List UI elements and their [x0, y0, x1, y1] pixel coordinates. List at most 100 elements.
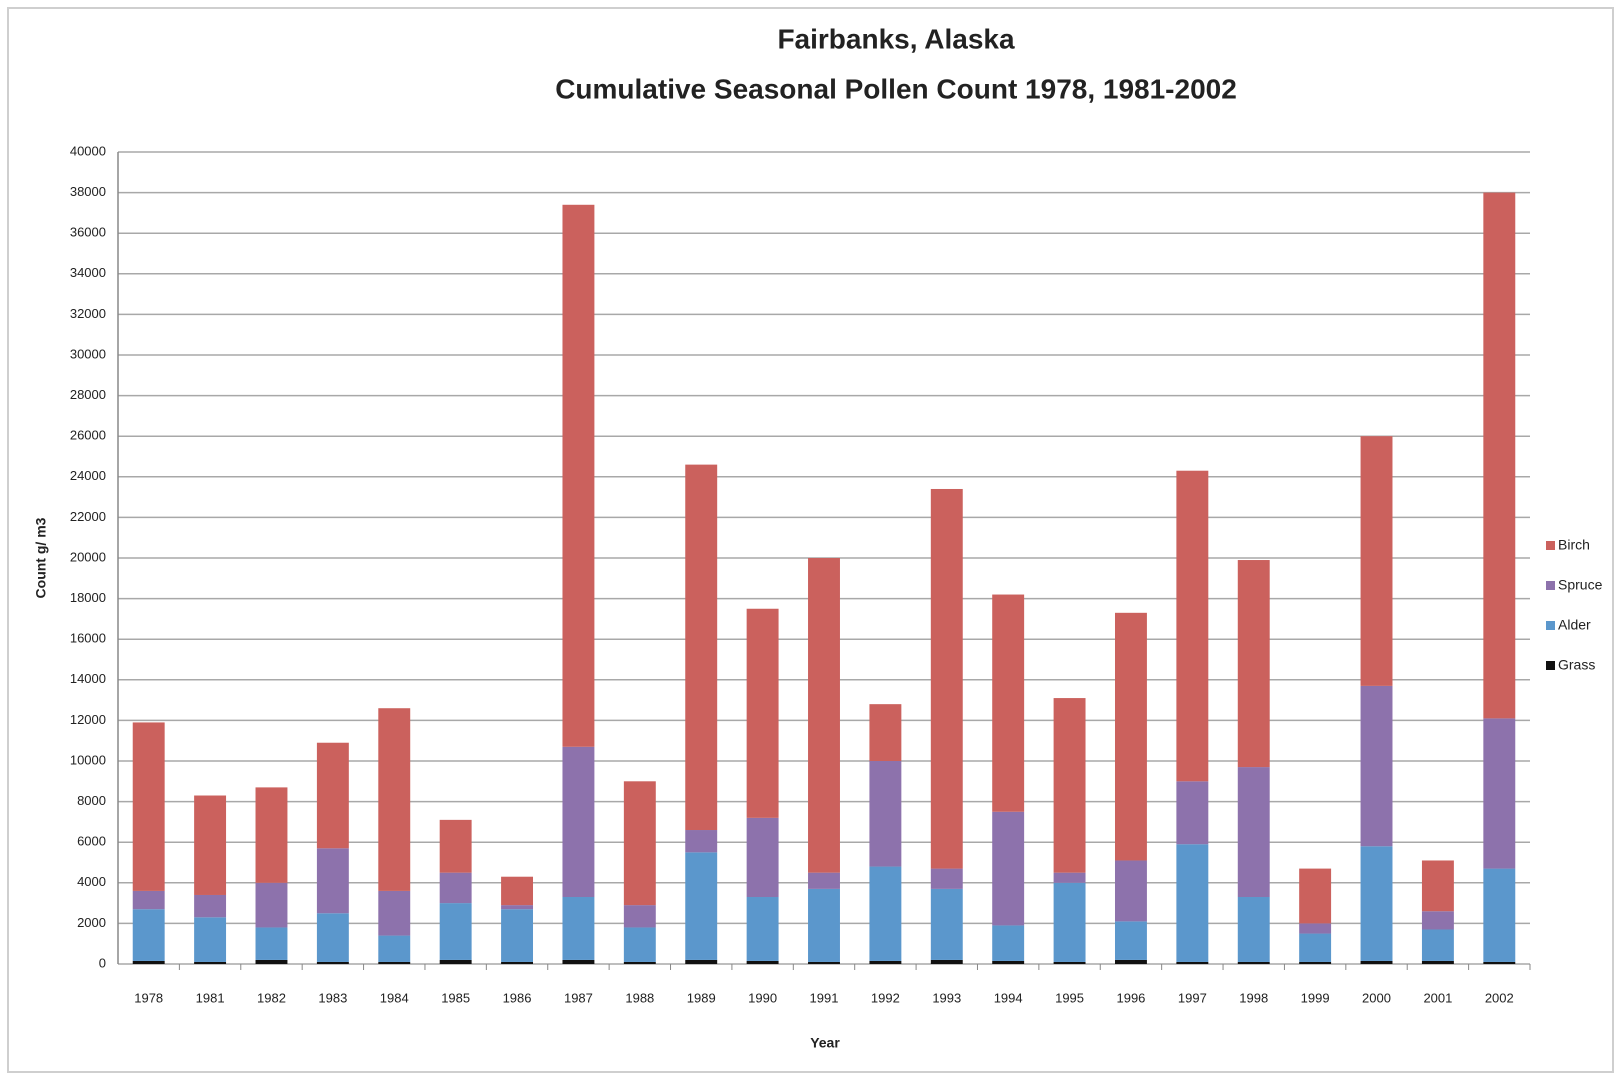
chart-title: Fairbanks, Alaska: [777, 23, 1015, 54]
bar-segment: [1237, 897, 1270, 962]
bar-segment: [378, 890, 411, 936]
bar-segment: [1483, 192, 1516, 719]
y-tick-label: 24000: [70, 468, 106, 483]
x-tick-label: 1999: [1301, 990, 1330, 1005]
bar-segment: [808, 558, 840, 873]
bar-segment: [808, 888, 840, 962]
bar-segment: [869, 761, 902, 867]
bar-segment: [255, 787, 288, 883]
bar-segment: [623, 781, 656, 906]
legend-swatch: [1546, 661, 1555, 670]
bar-segment: [1114, 612, 1147, 861]
bar-segment: [194, 795, 227, 895]
bar-segment: [1360, 685, 1393, 847]
chart-border: [7, 7, 1614, 1073]
x-tick-label: 1997: [1178, 990, 1207, 1005]
bar-segment: [685, 830, 718, 853]
x-tick-label: 1992: [871, 990, 900, 1005]
x-tick-label: 1989: [687, 990, 716, 1005]
bar-segment: [1421, 960, 1454, 964]
legend-swatch: [1546, 541, 1555, 550]
bar-segment: [194, 894, 227, 918]
bar-segment: [746, 817, 779, 898]
bar-segment: [930, 888, 963, 960]
bar-segment: [316, 848, 349, 914]
bar-segment: [930, 959, 963, 964]
bar-segment: [501, 909, 534, 962]
y-tick-label: 34000: [70, 265, 106, 280]
x-axis-label: Year: [810, 1035, 840, 1051]
bar-segment: [501, 905, 534, 910]
x-tick-label: 2000: [1362, 990, 1391, 1005]
bar-segment: [1176, 961, 1209, 964]
bar-segment: [869, 866, 902, 961]
y-tick-label: 30000: [70, 346, 106, 361]
bar-segment: [439, 819, 472, 873]
bar-segment: [1299, 923, 1332, 934]
legend-label: Birch: [1558, 537, 1590, 553]
chart-subtitle: Cumulative Seasonal Pollen Count 1978, 1…: [555, 73, 1237, 104]
bar-segment: [992, 594, 1025, 812]
bar-segment: [685, 959, 718, 964]
x-tick-label: 1996: [1116, 990, 1145, 1005]
bar-segment: [316, 961, 349, 964]
bar-segment: [1483, 718, 1516, 869]
bar-segment: [1421, 860, 1454, 912]
bar-segment: [808, 872, 840, 889]
bar-segment: [378, 935, 411, 962]
x-tick-label: 1984: [380, 990, 409, 1005]
x-tick-label: 1986: [503, 990, 532, 1005]
legend-label: Spruce: [1558, 577, 1603, 593]
bar-segment: [1360, 436, 1393, 686]
y-tick-label: 22000: [70, 509, 106, 524]
bar-segment: [746, 608, 779, 818]
bar-segment: [1053, 882, 1086, 962]
legend-swatch: [1546, 621, 1555, 630]
y-tick-label: 8000: [77, 793, 106, 808]
x-tick-label: 1978: [134, 990, 163, 1005]
bar-segment: [1176, 844, 1209, 962]
bar-segment: [562, 746, 595, 898]
bar-segment: [501, 961, 534, 964]
bar-segment: [378, 708, 411, 891]
y-tick-label: 6000: [77, 834, 106, 849]
bar-segment: [746, 897, 779, 961]
bar-segment: [1299, 961, 1332, 964]
y-tick-label: 38000: [70, 184, 106, 199]
x-tick-label: 1988: [625, 990, 654, 1005]
bar-segment: [378, 961, 411, 964]
bar-segment: [992, 925, 1025, 961]
bar-segment: [194, 961, 227, 964]
bar-segment: [255, 959, 288, 964]
bar-segment: [623, 961, 656, 964]
x-tick-label: 2001: [1423, 990, 1452, 1005]
bar-segment: [1237, 767, 1270, 898]
bar-segment: [1360, 846, 1393, 961]
bar-segment: [1114, 921, 1147, 960]
y-tick-label: 0: [99, 955, 106, 970]
x-tick-label: 1993: [932, 990, 961, 1005]
bar-segment: [562, 204, 595, 747]
bar-segment: [194, 917, 227, 962]
x-tick-label: 1991: [810, 990, 839, 1005]
bar-segment: [255, 927, 288, 960]
bar-segment: [1053, 872, 1086, 883]
x-tick-label: 1987: [564, 990, 593, 1005]
legend-swatch: [1546, 581, 1555, 590]
bar-segment: [255, 882, 288, 928]
y-axis-label: Count g/ m3: [33, 517, 49, 598]
bar-segment: [1360, 960, 1393, 964]
bar-segment: [1483, 868, 1516, 962]
x-tick-label: 1985: [441, 990, 470, 1005]
y-tick-label: 14000: [70, 671, 106, 686]
bar-segment: [562, 959, 595, 964]
bar-segment: [1299, 933, 1332, 962]
y-tick-label: 26000: [70, 428, 106, 443]
bar-segment: [1237, 961, 1270, 964]
y-tick-label: 18000: [70, 590, 106, 605]
x-tick-label: 1990: [748, 990, 777, 1005]
bar-segment: [1053, 698, 1086, 873]
bar-segment: [1114, 860, 1147, 922]
